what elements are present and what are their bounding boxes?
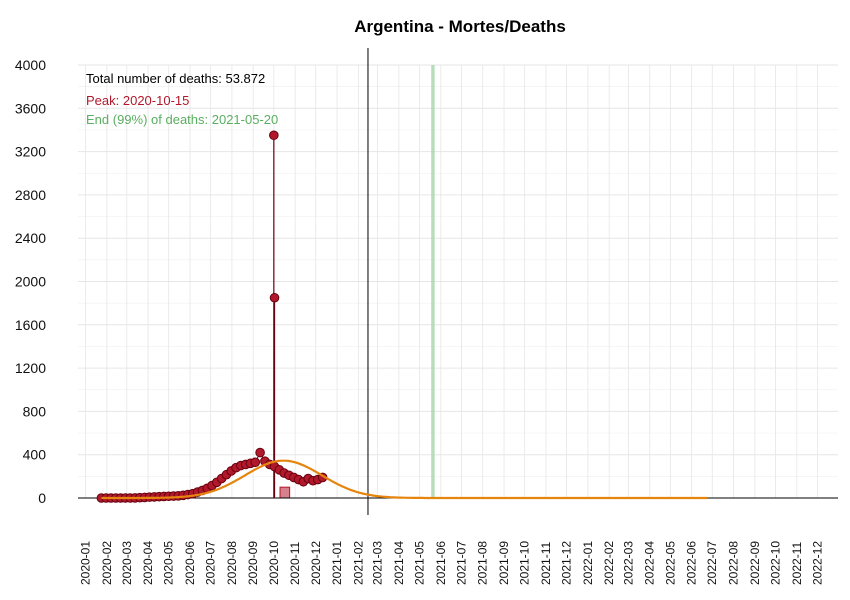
- annotation-peak: Peak: 2020-10-15: [86, 93, 189, 108]
- x-tick-label: 2022-09: [748, 541, 762, 585]
- spike-point: [269, 292, 280, 303]
- fitted-curve: [101, 459, 708, 500]
- x-tick-label: 2021-03: [371, 541, 385, 585]
- x-tick-label: 2022-11: [790, 542, 804, 585]
- x-tick-label: 2020-03: [120, 541, 134, 585]
- x-tick-label: 2022-03: [621, 541, 635, 585]
- x-tick-label: 2020-04: [141, 541, 155, 585]
- chart-title: Argentina - Mortes/Deaths: [354, 17, 566, 36]
- x-tick-label: 2020-08: [225, 541, 239, 585]
- x-tick-label: 2021-07: [454, 541, 468, 585]
- y-tick-label: 2400: [15, 230, 46, 246]
- y-tick-label: 1600: [15, 317, 46, 333]
- x-tick-label: 2020-12: [309, 541, 323, 585]
- x-tick-label: 2021-08: [476, 541, 490, 585]
- x-tick-label: 2021-04: [392, 541, 406, 585]
- annotation-total: Total number of deaths: 53.872: [86, 71, 265, 86]
- observed-point: [250, 457, 261, 468]
- x-tick-label: 2021-01: [330, 541, 344, 585]
- x-tick-label: 2020-11: [288, 542, 302, 585]
- y-tick-label: 3200: [15, 144, 46, 160]
- x-tick-label: 2022-02: [602, 541, 616, 585]
- x-tick-label: 2021-09: [497, 541, 511, 585]
- y-tick-label: 3600: [15, 100, 46, 116]
- x-tick-label: 2021-10: [518, 541, 532, 585]
- x-tick-label: 2020-07: [204, 541, 218, 585]
- peak-band: [279, 486, 291, 499]
- observed-points: [96, 130, 328, 503]
- x-tick-label: 2022-12: [810, 541, 824, 585]
- x-tick-label: 2020-02: [100, 541, 114, 585]
- y-tick-label: 400: [23, 447, 47, 463]
- y-tick-label: 0: [38, 490, 46, 506]
- tick-labels: 0 400 800 1200 1600 2000 2400 2800 3200 3600 4000 2…: [15, 57, 825, 585]
- y-tick-label: 2000: [15, 274, 46, 290]
- spike-point: [269, 130, 279, 141]
- grid: [78, 64, 838, 499]
- x-tick-label: 2022-05: [663, 541, 677, 585]
- x-tick-label: 2021-11: [539, 542, 553, 585]
- x-tick-label: 2021-12: [560, 541, 574, 585]
- y-tick-label: 4000: [15, 57, 46, 73]
- x-tick-label: 2021-05: [413, 541, 427, 585]
- x-tick-label: 2021-06: [434, 541, 448, 585]
- x-tick-label: 2020-09: [246, 541, 260, 585]
- y-tick-label: 1200: [15, 360, 46, 376]
- x-tick-label: 2022-08: [727, 541, 741, 585]
- x-tick-label: 2022-06: [685, 541, 699, 585]
- x-tick-label: 2022-07: [705, 541, 719, 585]
- x-tick-label: 2022-01: [581, 541, 595, 585]
- fitted-curve-line: [101, 459, 708, 500]
- end-99-band: [431, 65, 435, 498]
- x-tick-label: 2022-10: [768, 541, 782, 585]
- observed-point: [255, 447, 265, 458]
- x-tick-label: 2022-04: [643, 541, 657, 585]
- x-tick-label: 2020-05: [162, 541, 176, 585]
- y-tick-label: 800: [23, 403, 47, 419]
- annotation-end: End (99%) of deaths: 2021-05-20: [86, 112, 278, 127]
- x-tick-label: 2020-06: [183, 541, 197, 585]
- x-tick-label: 2021-02: [351, 541, 365, 585]
- x-tick-label: 2020-10: [267, 541, 281, 585]
- x-tick-label: 2020-01: [79, 541, 93, 585]
- y-tick-label: 2800: [15, 187, 46, 203]
